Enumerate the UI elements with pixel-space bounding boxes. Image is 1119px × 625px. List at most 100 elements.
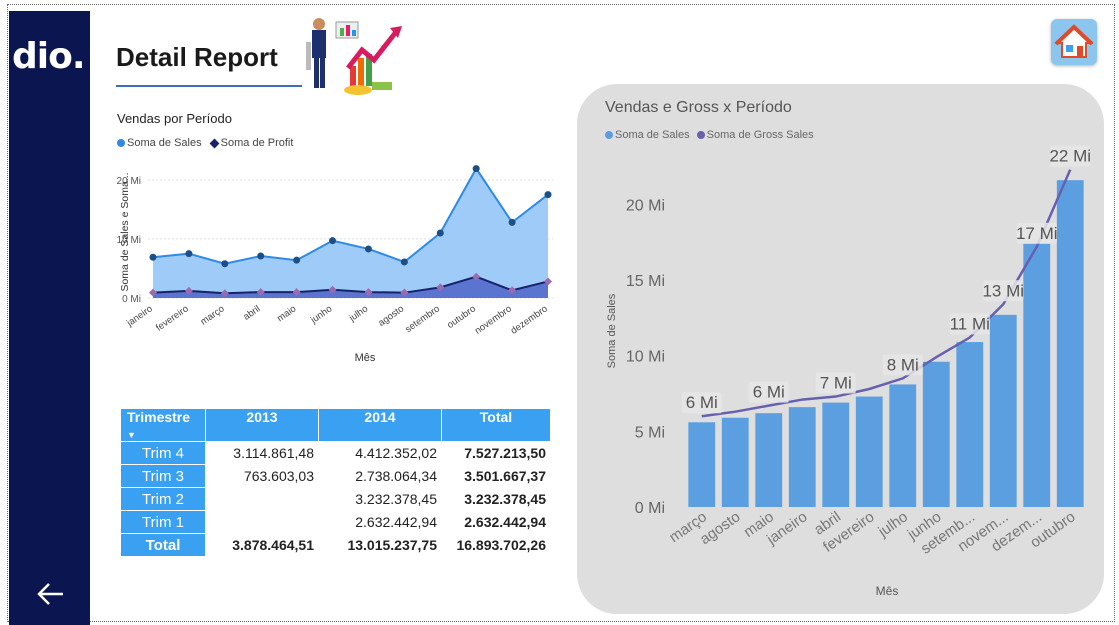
- y-tick-label: 10 Mi: [117, 235, 141, 246]
- chart1-title: Vendas por Período: [117, 111, 232, 126]
- sort-down-icon[interactable]: ▼: [127, 430, 136, 440]
- sales-point: [293, 256, 301, 264]
- sales-point: [544, 191, 552, 199]
- cell-2013: [206, 511, 318, 533]
- data-label-bg: [949, 313, 990, 335]
- col-header-2014[interactable]: 2014: [319, 409, 441, 441]
- x-axis-label: Mês: [876, 584, 899, 598]
- arrow-left-icon[interactable]: [36, 579, 66, 609]
- profit-point: [328, 285, 337, 294]
- profit-point: [149, 288, 157, 297]
- sales-area-chart: 0 Mi 10 Mi 20 Mi janeiro fevereiro março abril…: [117, 165, 553, 364]
- x-axis-label: Mês: [355, 352, 376, 364]
- sales-point: [400, 258, 408, 266]
- row-header[interactable]: Trim 2: [121, 488, 205, 510]
- table-row: Trim 4 3.114.861,48 4.412.352,02 7.527.2…: [121, 442, 550, 464]
- sales-bar: [855, 396, 883, 507]
- row-header[interactable]: Trim 3: [121, 465, 205, 487]
- sales-bar: [922, 361, 950, 507]
- sales-line: [152, 166, 549, 265]
- sales-point: [329, 237, 337, 245]
- profit-point: [184, 286, 193, 295]
- y-tick-label: 5 Mi: [635, 424, 665, 441]
- row-header-total: Total: [121, 534, 205, 556]
- data-label-bg: [681, 392, 722, 414]
- businessman-chart-illustration: [312, 18, 402, 95]
- data-label: 7 Mi: [820, 374, 852, 393]
- row-header[interactable]: Trim 4: [121, 442, 205, 464]
- chart1-legend: Soma de Sales Soma de Profit: [117, 137, 293, 149]
- sales-bar: [688, 422, 716, 507]
- cell-2013: [206, 488, 318, 510]
- x-tick-label: junho: [308, 303, 334, 326]
- data-label: 6 Mi: [753, 383, 785, 402]
- legend-profit-marker: [209, 138, 220, 149]
- data-label: 6 Mi: [686, 393, 718, 412]
- data-label-bg: [983, 280, 1024, 302]
- sales-bar: [1023, 243, 1051, 507]
- profit-line: [152, 275, 549, 295]
- y-tick-label: 0 Mi: [122, 294, 141, 305]
- data-label: 11 Mi: [950, 315, 990, 334]
- chart2-title: Vendas e Gross x Período: [605, 99, 792, 116]
- sales-bar: [889, 384, 917, 507]
- col-header-total[interactable]: Total: [442, 409, 550, 441]
- profit-point: [508, 286, 517, 295]
- legend-gross-marker: [696, 131, 705, 140]
- x-tick-label: fevereiro: [154, 303, 191, 333]
- cell-2013: 3.878.464,51: [232, 537, 314, 553]
- y-axis-label: Soma de Sales: [606, 293, 618, 368]
- col-header-2013[interactable]: 2013: [206, 409, 318, 441]
- cell-2014: 3.232.378,45: [355, 491, 437, 507]
- profit-point: [220, 289, 229, 298]
- data-label: 22 Mi: [1049, 147, 1091, 166]
- profit-point: [400, 288, 409, 297]
- x-tick-label: setembro: [403, 303, 442, 335]
- y-tick-label: 20 Mi: [626, 197, 665, 214]
- x-tick-label: janeiro: [124, 303, 154, 329]
- sales-bar: [822, 402, 850, 507]
- sales-bar: [788, 407, 816, 507]
- legend-profit-label: Soma de Profit: [220, 137, 294, 149]
- x-tick-label: maio: [275, 303, 298, 324]
- home-button[interactable]: [1051, 19, 1097, 65]
- data-label-bg: [1016, 222, 1057, 244]
- cell-2013: 3.114.861,48: [233, 445, 314, 461]
- sales-bar: [989, 314, 1017, 507]
- sales-point: [364, 245, 372, 253]
- data-label: 8 Mi: [887, 355, 919, 374]
- table-row: Trim 2 3.232.378,45 3.232.378,45: [121, 488, 550, 510]
- sales-bar: [755, 413, 783, 507]
- home-icon: [1054, 24, 1094, 58]
- sales-point: [221, 260, 229, 268]
- sales-point: [257, 252, 265, 260]
- profit-point: [544, 277, 552, 286]
- profit-point: [364, 288, 373, 297]
- sidebar: dio.: [9, 11, 90, 625]
- legend-gross-label: Soma de Gross Sales: [706, 129, 814, 141]
- col-header-trimestre[interactable]: Trimestre ▼: [121, 409, 205, 441]
- sales-point: [185, 250, 193, 258]
- title-divider: [306, 42, 311, 70]
- report-canvas: [7, 4, 1115, 622]
- profit-point: [436, 283, 445, 292]
- y-tick-label: 15 Mi: [626, 273, 665, 290]
- data-label-bg: [815, 372, 856, 394]
- profit-point: [292, 288, 301, 297]
- logo: dio.: [12, 36, 86, 77]
- sales-bar: [721, 417, 749, 507]
- table-row: Trim 1 2.632.442,94 2.632.442,94: [121, 511, 550, 533]
- page-title: Detail Report: [116, 42, 278, 72]
- sales-bar: [1056, 180, 1084, 507]
- row-header[interactable]: Trim 1: [121, 511, 205, 533]
- sales-gross-bar-chart: 0 Mi 5 Mi 10 Mi 15 Mi 20 Mi 6 Mi 6 Mi 7 Mi 8 Mi 1…: [606, 145, 1091, 598]
- table-total-row: Total 3.878.464,51 13.015.237,75 16.893.…: [121, 534, 550, 556]
- data-label-bg: [748, 381, 789, 403]
- x-tick-label: abril: [241, 303, 262, 322]
- sales-area: [153, 168, 548, 298]
- cell-total: 3.232.378,45: [464, 491, 546, 507]
- cell-total: 7.527.213,50: [464, 445, 546, 461]
- cell-2014: 2.738.064,34: [355, 468, 437, 484]
- cell-2014: 13.015.237,75: [347, 537, 437, 553]
- quarter-matrix: Trimestre ▼ 2013 2014 Total Trim 4 3.114.…: [120, 408, 551, 557]
